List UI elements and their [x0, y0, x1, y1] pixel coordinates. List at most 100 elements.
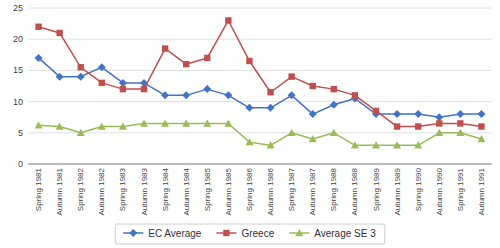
marker	[161, 119, 169, 126]
marker	[224, 91, 232, 99]
marker	[119, 79, 127, 87]
x-tick-label: Spring 1981	[34, 167, 43, 211]
x-tick-label: Autumn 1990	[435, 167, 444, 215]
marker	[352, 92, 358, 98]
marker	[77, 73, 85, 81]
legend-label: Greece	[241, 228, 274, 239]
marker	[203, 119, 211, 126]
marker	[120, 86, 126, 92]
marker	[394, 123, 400, 129]
marker	[435, 113, 443, 121]
marker	[457, 120, 463, 126]
marker	[456, 110, 464, 118]
y-tick-label: 20	[13, 34, 23, 44]
y-axis: 0 5 10 15 20 25	[13, 3, 492, 169]
y-tick-label: 25	[13, 3, 23, 13]
marker	[373, 108, 379, 114]
marker	[267, 89, 273, 95]
marker	[225, 17, 231, 23]
grid-line	[28, 8, 492, 9]
grid-line	[28, 101, 492, 102]
x-tick-label: Autumn 1987	[308, 167, 317, 215]
x-tick-label: Autumn 1981	[55, 167, 64, 215]
marker	[246, 58, 252, 64]
marker	[35, 24, 41, 30]
marker	[415, 123, 421, 129]
y-tick-label: 10	[13, 97, 23, 107]
marker	[203, 85, 211, 93]
legend: EC AverageGreeceAverage SE 3	[115, 224, 385, 244]
marker	[414, 110, 422, 118]
x-tick-label: Autumn 1986	[266, 167, 275, 215]
legend-marker	[129, 229, 137, 237]
y-tick-label: 0	[18, 159, 23, 169]
marker	[309, 110, 317, 118]
marker	[288, 91, 296, 99]
series	[35, 17, 484, 129]
line	[39, 58, 482, 117]
marker	[330, 101, 338, 109]
grid-line	[28, 164, 492, 165]
marker	[182, 119, 190, 126]
x-tick-label: Spring 1988	[329, 167, 338, 211]
x-tick-label: Autumn 1991	[477, 167, 486, 215]
x-tick-label: Autumn 1983	[140, 167, 149, 215]
x-tick-label: Spring 1982	[76, 167, 85, 211]
plot-area	[35, 17, 486, 148]
x-axis: Spring 1981 Autumn 1981 Spring 1982 Autumn …	[34, 167, 486, 215]
marker	[393, 141, 401, 148]
marker	[372, 141, 380, 148]
marker	[267, 141, 275, 148]
grid-line	[28, 39, 492, 40]
x-tick-label: Autumn 1984	[182, 167, 191, 215]
marker	[477, 110, 485, 118]
x-tick-label: Spring 1987	[287, 167, 296, 211]
marker	[98, 63, 106, 71]
x-tick-label: Autumn 1989	[393, 167, 402, 215]
y-tick-label: 15	[13, 65, 23, 75]
marker	[119, 123, 127, 130]
grid-line	[28, 70, 492, 71]
marker	[435, 129, 443, 136]
marker	[161, 91, 169, 99]
marker	[456, 129, 464, 136]
marker	[477, 135, 485, 142]
marker	[140, 119, 148, 126]
marker	[224, 119, 232, 126]
marker	[331, 86, 337, 92]
marker	[288, 129, 296, 136]
marker	[35, 54, 43, 62]
marker	[330, 129, 338, 136]
marker	[78, 64, 84, 70]
marker	[141, 86, 147, 92]
marker	[245, 104, 253, 112]
y-tick-label: 5	[18, 128, 23, 138]
x-tick-label: Spring 1984	[161, 167, 170, 211]
marker	[478, 123, 484, 129]
marker	[182, 91, 190, 99]
marker	[98, 123, 106, 130]
line	[39, 20, 482, 126]
x-tick-label: Spring 1985	[203, 167, 212, 211]
legend-label: EC Average	[148, 228, 202, 239]
marker	[77, 129, 85, 136]
legend-frame	[115, 224, 385, 244]
legend-marker	[223, 230, 229, 236]
chart: 0510152025Spring 1981Autumn 1981Spring 1…	[0, 0, 500, 248]
x-tick-label: Spring 1989	[372, 167, 381, 211]
x-tick-label: Spring 1991	[456, 167, 465, 211]
marker	[351, 141, 359, 148]
marker	[56, 30, 62, 36]
marker	[288, 73, 294, 79]
marker	[310, 83, 316, 89]
marker	[183, 61, 189, 67]
line	[39, 123, 482, 145]
series	[35, 119, 486, 148]
marker	[245, 138, 253, 145]
marker	[414, 141, 422, 148]
marker	[99, 80, 105, 86]
marker	[35, 121, 43, 128]
x-axis-line	[28, 164, 492, 165]
marker	[56, 123, 64, 130]
marker	[56, 73, 64, 81]
